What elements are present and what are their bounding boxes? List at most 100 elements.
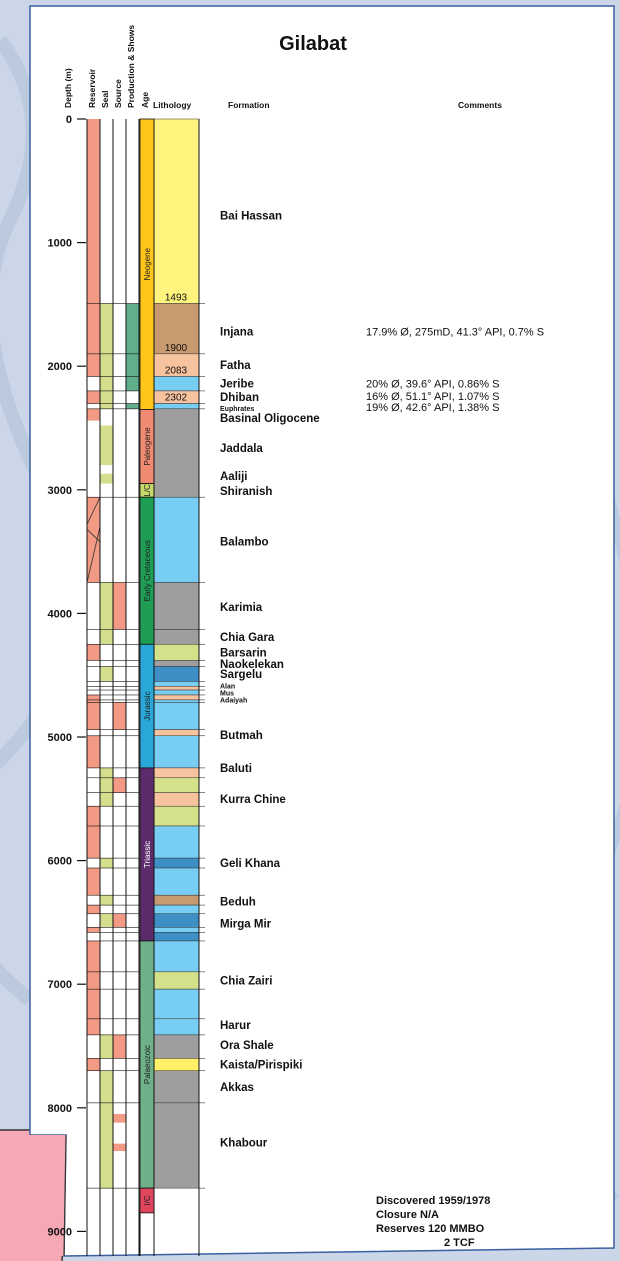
seal-block [100, 629, 113, 645]
reservoir-block [87, 408, 100, 421]
shows-block [126, 303, 139, 391]
seal-block [100, 425, 113, 466]
lithology-interval [153, 582, 200, 630]
formation-label: Bai Hassan [220, 210, 282, 222]
lithology-interval [153, 408, 200, 498]
lithology-depth-label: 2083 [165, 365, 188, 376]
formation-label: Sargelu [220, 669, 262, 681]
source-block [113, 1113, 126, 1123]
lithology-interval [153, 303, 200, 355]
formation-label: Baluti [220, 763, 252, 775]
lithology-interval [153, 894, 200, 906]
comment-labels: 17.9% Ø, 275mD, 41.3° API, 0.7% S 20% Ø, … [366, 327, 544, 414]
header-comments: Comments [458, 100, 502, 110]
seal-block [100, 777, 113, 793]
formation-label: Mirga Mir [220, 919, 272, 931]
comment-label: 19% Ø, 42.6° API, 1.38% S [366, 402, 499, 414]
comment-label: 16% Ø, 51.1° API, 1.07% S [366, 391, 499, 403]
formation-label: Ora Shale [220, 1040, 274, 1052]
reservoir-block [87, 1058, 100, 1071]
seal-block [100, 1070, 113, 1103]
source-block [113, 1143, 126, 1152]
lithology-interval [153, 857, 200, 869]
shows-track [125, 119, 140, 1256]
reservoir-block [87, 353, 100, 377]
fracture-line [86, 497, 101, 525]
reservoir-block [87, 825, 100, 859]
formation-label: Khabour [220, 1137, 268, 1149]
age-label: Palaeozoic [143, 1045, 152, 1084]
formation-label: Basinal Oligocene [220, 413, 320, 425]
lithology-interval [153, 644, 200, 661]
lithology-interval [153, 825, 200, 859]
chart-sheet [29, 5, 615, 1257]
lithology-interval [153, 904, 200, 914]
source-block [113, 702, 126, 730]
depth-tick-label: 9000 [48, 1226, 72, 1238]
reservoir-block [87, 927, 100, 933]
reservoir-block [87, 989, 100, 1019]
seal-block [100, 1034, 113, 1059]
age-label: I/C [143, 1195, 152, 1205]
formation-label: Chia Zairi [220, 975, 272, 987]
header-age: Age [140, 92, 150, 108]
depth-tick-label: 3000 [48, 485, 72, 497]
lithology-interval [153, 1058, 200, 1071]
comment-label: 20% Ø, 39.6° API, 0.86% S [366, 379, 499, 391]
age-track: Neogene Paleogene L/C Early Cretaceous Juras… [139, 118, 155, 1256]
depth-tick-label: 6000 [48, 856, 72, 868]
lithology-interval [153, 988, 200, 1020]
seal-block [100, 390, 113, 404]
lithology-interval [153, 1102, 200, 1189]
formation-label: Chia Gara [220, 632, 275, 644]
source-block [113, 582, 126, 630]
formation-label: Barsarin [220, 647, 267, 659]
lithology-interval [153, 729, 200, 737]
formation-label: Geli Khana [220, 858, 281, 870]
source-block [113, 913, 126, 928]
reservoir-block [87, 735, 100, 768]
formation-label: Alan [220, 683, 235, 690]
formation-label: Shiranish [220, 486, 272, 498]
fracture-line [86, 529, 101, 543]
formation-label: Jeribe [220, 379, 254, 391]
lithology-depth-labels: 1493 1900 2083 2302 [165, 293, 188, 404]
seal-block [100, 858, 113, 869]
lithology-interval [153, 376, 200, 392]
reservoir-block [87, 971, 100, 990]
lithology-interval [153, 927, 200, 933]
seal-block [100, 303, 113, 354]
lithology-interval [153, 867, 200, 896]
lithology-interval [153, 403, 200, 410]
lithology-interval [153, 660, 200, 667]
formation-label: Kaista/Pirispiki [220, 1060, 302, 1072]
shows-block [126, 403, 139, 409]
depth-tick-label: 4000 [48, 608, 72, 620]
seal-block [100, 895, 113, 906]
age-label: Neogene [143, 247, 152, 280]
header-lithology: Lithology [153, 100, 192, 110]
discovery-line-1: Discovered 1959/1978 [376, 1195, 490, 1207]
seal-block [100, 473, 113, 484]
lithology-interval [153, 686, 200, 691]
seal-block [100, 403, 113, 409]
lithology-interval [153, 1034, 200, 1059]
lithology-interval [153, 777, 200, 793]
depth-tick-label: 0 [66, 114, 72, 126]
comment-label: 17.9% Ø, 275mD, 41.3° API, 0.7% S [366, 327, 544, 339]
formation-label: Fatha [220, 360, 251, 372]
reservoir-block [87, 390, 100, 404]
depth-tick-label: 1000 [48, 238, 72, 250]
seal-block [100, 353, 113, 377]
reservoir-block [87, 940, 100, 972]
reservoir-block [87, 644, 100, 661]
lithology-interval [153, 805, 200, 827]
depth-tick-label: 2000 [48, 361, 72, 373]
formation-label: Akkas [220, 1082, 254, 1094]
reservoir-block [87, 694, 100, 703]
formation-label: Beduh [220, 896, 256, 908]
formation-label: Injana [220, 327, 254, 339]
seal-block [100, 792, 113, 807]
